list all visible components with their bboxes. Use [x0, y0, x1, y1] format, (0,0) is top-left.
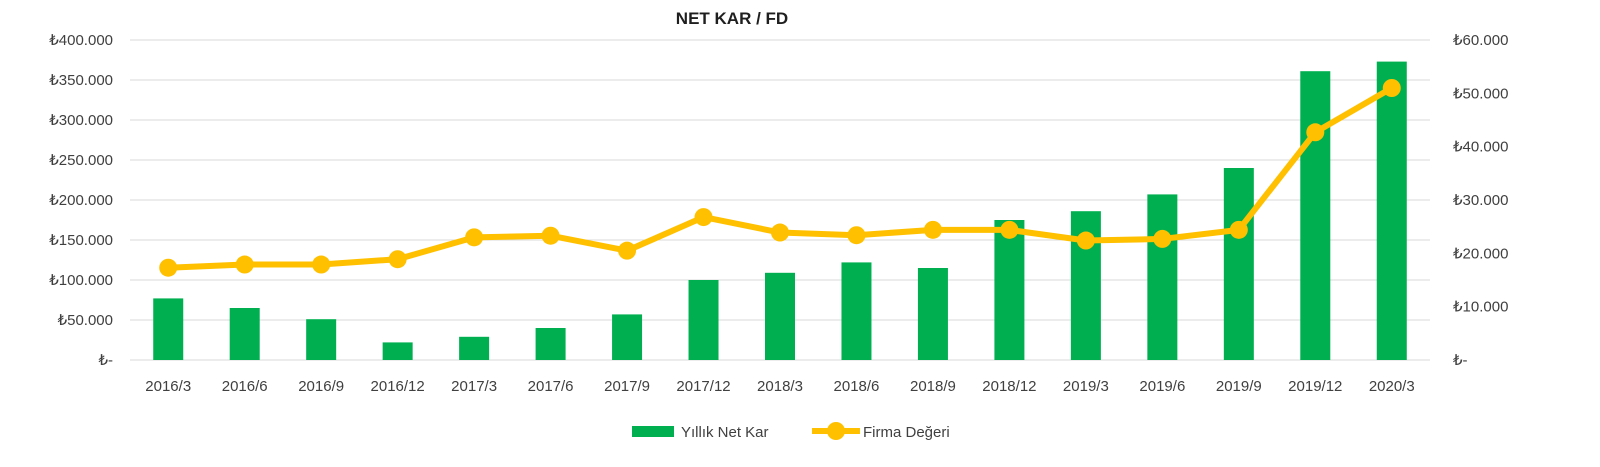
line-point — [923, 220, 942, 239]
x-tick-label: 2016/6 — [222, 378, 268, 395]
y-right-tick-label: ₺20.000 — [1453, 245, 1508, 262]
y-left-tick-label: ₺50.000 — [58, 312, 113, 329]
bar — [229, 308, 260, 360]
x-tick-label: 2018/12 — [982, 378, 1036, 395]
x-tick-label: 2017/12 — [676, 378, 730, 395]
x-tick-label: 2016/9 — [298, 378, 344, 395]
line-point — [618, 241, 637, 260]
line-point — [541, 226, 560, 245]
y-left-tick-label: ₺100.000 — [49, 272, 113, 289]
line-point — [1229, 220, 1248, 239]
y-right-tick-label: ₺10.000 — [1453, 299, 1508, 316]
bar — [765, 272, 795, 360]
legend-label: Firma Değeri — [863, 424, 950, 441]
bar — [535, 328, 566, 360]
y-right-tick-label: ₺30.000 — [1453, 192, 1508, 209]
bar — [382, 342, 413, 360]
legend-swatch-marker — [827, 422, 845, 440]
line-point — [1382, 79, 1401, 97]
bar — [917, 268, 948, 360]
y-left-tick-label: ₺150.000 — [49, 232, 113, 249]
bar — [1376, 61, 1407, 360]
x-tick-label: 2016/3 — [145, 378, 191, 395]
x-axis: 2016/3 2016/6 2016/9 2016/12 2017/3 2017/6 201… — [145, 378, 1414, 395]
line-point — [1000, 220, 1019, 239]
y-left-tick-label: ₺- — [98, 352, 113, 369]
bar — [306, 319, 337, 360]
bar — [1147, 194, 1178, 360]
y-right-tick-label: ₺60.000 — [1453, 32, 1508, 49]
y-right-tick-label: ₺- — [1453, 352, 1468, 369]
y-left-tick-label: ₺200.000 — [49, 192, 113, 209]
x-tick-label: 2020/3 — [1369, 378, 1415, 395]
x-tick-label: 2018/6 — [834, 378, 880, 395]
line-point — [159, 258, 178, 277]
y-left-tick-label: ₺400.000 — [49, 32, 113, 49]
line-point — [771, 223, 789, 242]
y-axis-left: ₺- ₺50.000 ₺100.000 ₺150.000 ₺200.000 ₺250.00… — [49, 32, 113, 369]
line-point — [235, 255, 254, 274]
line-point — [388, 250, 407, 269]
bar — [459, 336, 490, 360]
x-tick-label: 2019/9 — [1216, 378, 1262, 395]
legend: Yıllık Net Kar Firma Değeri — [632, 422, 950, 441]
line-point — [1153, 229, 1172, 248]
y-left-tick-label: ₺350.000 — [49, 72, 113, 89]
x-tick-label: 2019/12 — [1288, 378, 1342, 395]
line-point — [694, 208, 713, 227]
bar — [841, 262, 872, 360]
grid-lines — [130, 39, 1430, 361]
x-tick-label: 2016/12 — [371, 378, 425, 395]
bar — [994, 220, 1025, 360]
x-tick-label: 2018/3 — [757, 378, 803, 395]
line-series — [159, 79, 1401, 277]
y-right-tick-label: ₺50.000 — [1453, 85, 1508, 102]
legend-swatch-bar — [632, 426, 674, 437]
bar — [612, 314, 643, 360]
line-point — [847, 226, 866, 245]
line-point — [1076, 231, 1095, 250]
line-point — [465, 228, 484, 247]
y-axis-right: ₺- ₺10.000 ₺20.000 ₺30.000 ₺40.000 ₺50.000 ₺60… — [1453, 32, 1508, 369]
y-right-tick-label: ₺40.000 — [1453, 139, 1508, 156]
x-tick-label: 2019/3 — [1063, 378, 1109, 395]
bar — [1223, 168, 1254, 360]
x-tick-label: 2017/3 — [451, 378, 497, 395]
x-tick-label: 2017/6 — [528, 378, 574, 395]
bar — [688, 280, 719, 360]
line-point — [1306, 123, 1325, 142]
x-tick-label: 2017/9 — [604, 378, 650, 395]
bar — [1300, 71, 1331, 360]
legend-label: Yıllık Net Kar — [681, 424, 769, 441]
bar-series — [153, 61, 1407, 360]
x-tick-label: 2019/6 — [1139, 378, 1185, 395]
x-tick-label: 2018/9 — [910, 378, 956, 395]
bar — [153, 298, 184, 360]
line-point — [312, 255, 331, 274]
y-left-tick-label: ₺300.000 — [49, 112, 113, 129]
y-left-tick-label: ₺250.000 — [49, 152, 113, 169]
chart-title: NET KAR / FD — [676, 9, 788, 28]
